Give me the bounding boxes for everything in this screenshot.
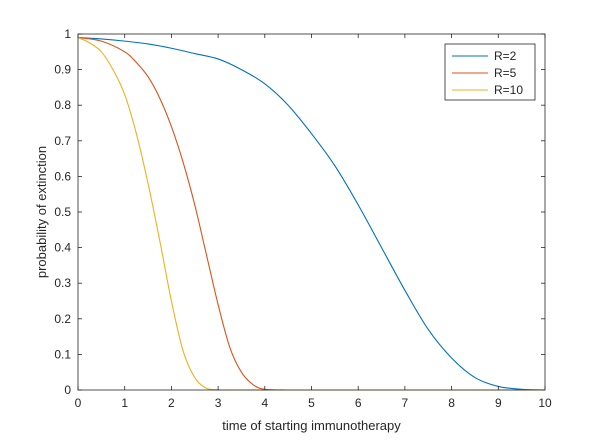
y-tick-label: 0.2 (54, 312, 71, 326)
y-tick-label: 1 (64, 27, 71, 41)
legend: R=2 R=5 R=10 (444, 43, 536, 101)
x-tick-label: 10 (538, 396, 552, 410)
legend-box (444, 43, 536, 101)
y-tick-label: 0.9 (54, 63, 71, 77)
y-tick-label: 0.4 (54, 241, 71, 255)
x-tick-label: 2 (168, 396, 175, 410)
y-tick-label: 0.3 (54, 276, 71, 290)
x-tick-label: 3 (215, 396, 222, 410)
x-axis-label: time of starting immunotherapy (222, 418, 401, 433)
x-tick-label: 8 (448, 396, 455, 410)
y-tick-label: 0.7 (54, 134, 71, 148)
y-tick-label: 0.1 (54, 347, 71, 361)
y-tick-label: 0.6 (54, 169, 71, 183)
x-tick-label: 1 (121, 396, 128, 410)
y-axis-ticks: 0 0.1 0.2 0.3 0.4 0.5 0.6 0.7 0.8 0.9 1 (54, 27, 545, 397)
x-tick-label: 6 (355, 396, 362, 410)
x-axis-ticks: 0 1 2 3 4 5 6 7 8 9 10 (75, 34, 552, 410)
x-tick-label: 0 (75, 396, 82, 410)
legend-entry-label: R=5 (494, 66, 517, 80)
y-tick-label: 0 (64, 383, 71, 397)
y-tick-label: 0.8 (54, 98, 71, 112)
x-tick-label: 5 (308, 396, 315, 410)
x-tick-label: 9 (495, 396, 502, 410)
series-line-r2 (77, 37, 546, 391)
x-tick-label: 4 (261, 396, 268, 410)
legend-entry-label: R=2 (494, 49, 517, 63)
y-axis-label: probability of extinction (34, 146, 49, 278)
legend-entry-label: R=10 (494, 83, 523, 97)
x-tick-label: 7 (402, 396, 409, 410)
y-tick-label: 0.5 (54, 205, 71, 219)
